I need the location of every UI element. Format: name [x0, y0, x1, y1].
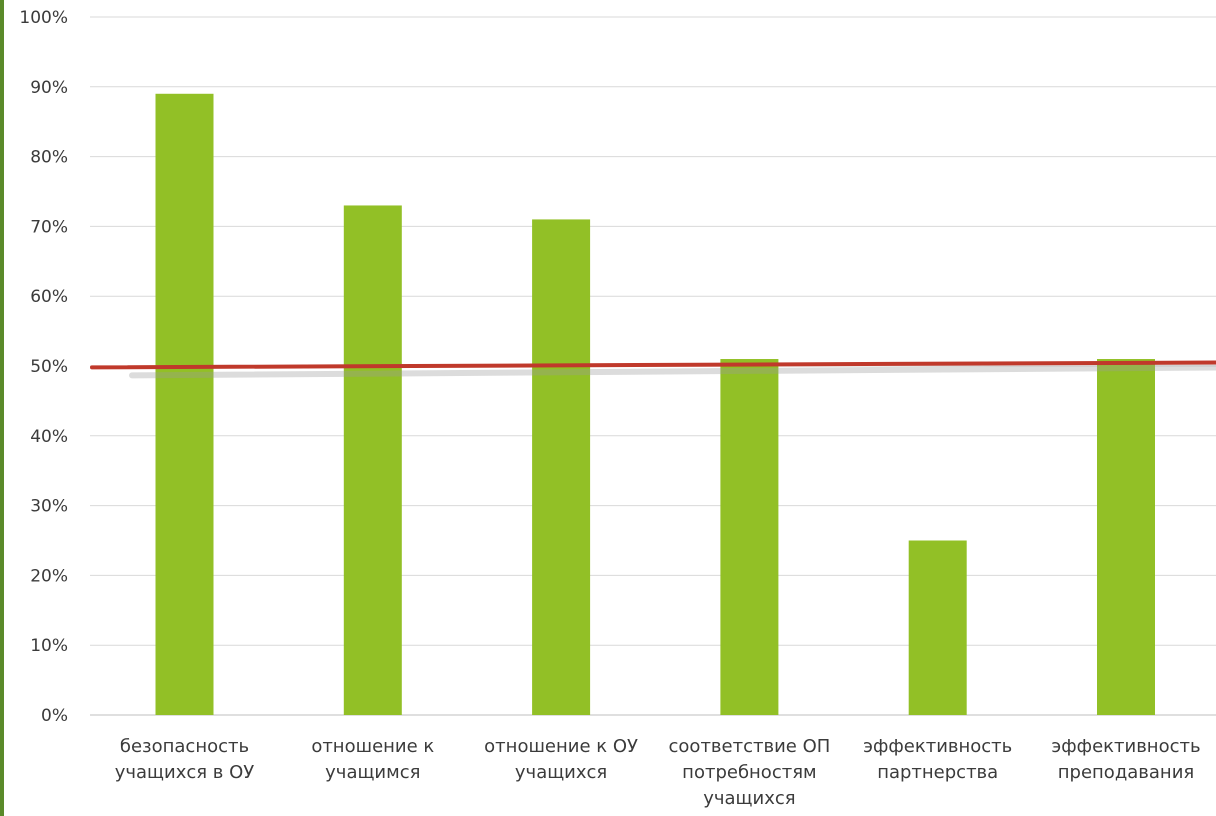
y-tick-label: 90%: [30, 78, 68, 98]
x-axis-category-labels: безопасность учащихся в ОУ отношение к учащ…: [115, 736, 1201, 809]
x-category-label: эффективность преподавания: [1051, 736, 1200, 783]
y-axis-tick-labels: 0% 10% 20% 30% 40% 50% 60% 70% 80% 90% 100%: [19, 8, 68, 726]
y-tick-label: 80%: [30, 148, 68, 168]
left-accent-bar: [0, 0, 4, 816]
y-tick-label: 40%: [30, 427, 68, 447]
x-category-label: отношение к учащимся: [311, 736, 434, 783]
x-category-label: эффективность партнерства: [863, 736, 1012, 783]
reference-line-shadow: [129, 364, 1216, 379]
y-tick-label: 70%: [30, 217, 68, 237]
reference-line-group: [90, 360, 1216, 379]
reference-line: [90, 360, 1216, 370]
bar: [532, 219, 591, 716]
x-category-label: отношение к ОУ учащихся: [484, 736, 638, 783]
y-tick-label: 20%: [30, 566, 68, 586]
bars: [155, 93, 1155, 716]
y-tick-label: 60%: [30, 287, 68, 307]
x-category-label: соответствие ОП потребностям учащихся: [669, 736, 831, 809]
bar: [343, 205, 402, 715]
y-tick-label: 50%: [30, 357, 68, 377]
y-tick-label: 0%: [41, 706, 68, 726]
bar: [720, 359, 779, 715]
x-category-label: безопасность учащихся в ОУ: [115, 736, 255, 783]
y-tick-label: 10%: [30, 636, 68, 656]
bar: [908, 540, 967, 715]
bar: [1097, 359, 1155, 715]
bar: [155, 93, 214, 715]
y-tick-label: 100%: [19, 8, 68, 28]
y-tick-label: 30%: [30, 497, 68, 517]
